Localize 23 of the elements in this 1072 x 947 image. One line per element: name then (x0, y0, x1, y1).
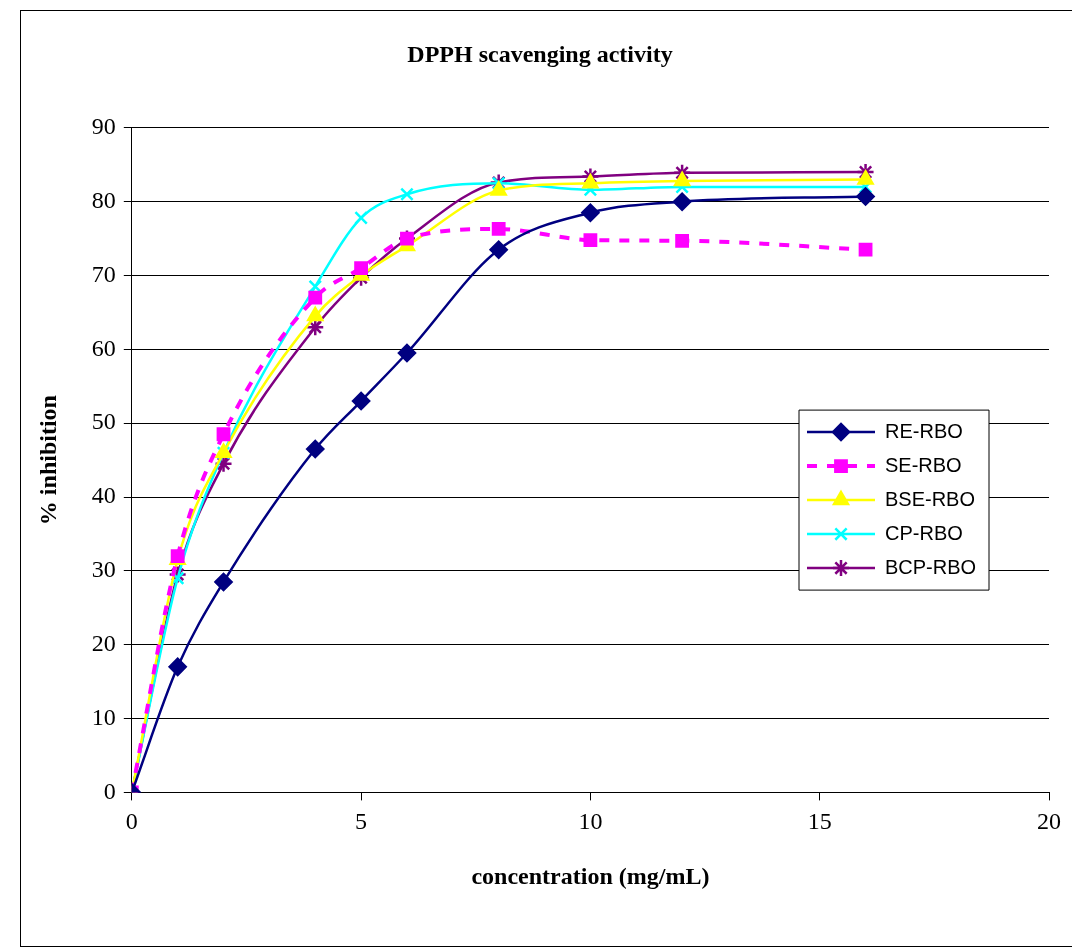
legend-label: CP-RBO (885, 521, 963, 544)
x-tick-label: 5 (355, 808, 368, 835)
y-tick-label: 20 (91, 630, 116, 657)
legend-label: RE-RBO (885, 419, 963, 442)
y-tick-label: 10 (91, 703, 116, 730)
y-tick-label: 40 (91, 482, 116, 509)
y-tick-label: 50 (91, 408, 116, 435)
x-tick-label: 0 (125, 808, 138, 835)
legend-label: BSE-RBO (885, 487, 976, 510)
x-tick-label: 10 (578, 808, 603, 835)
x-axis-title: concentration (mg/mL) (471, 862, 710, 889)
y-tick-label: 70 (91, 260, 116, 287)
x-tick-label: 15 (807, 808, 832, 835)
x-tick-label: 20 (1037, 808, 1061, 835)
y-tick-label: 60 (91, 334, 116, 361)
y-tick-label: 30 (91, 556, 116, 583)
y-axis-title: % inhibition (34, 395, 61, 526)
y-tick-label: 90 (91, 113, 116, 140)
y-tick-label: 0 (103, 777, 116, 804)
legend-label: SE-RBO (885, 453, 962, 476)
legend-label: BCP-RBO (885, 555, 977, 578)
y-tick-label: 80 (91, 186, 116, 213)
chart-title: DPPH scavenging activity (407, 40, 673, 67)
